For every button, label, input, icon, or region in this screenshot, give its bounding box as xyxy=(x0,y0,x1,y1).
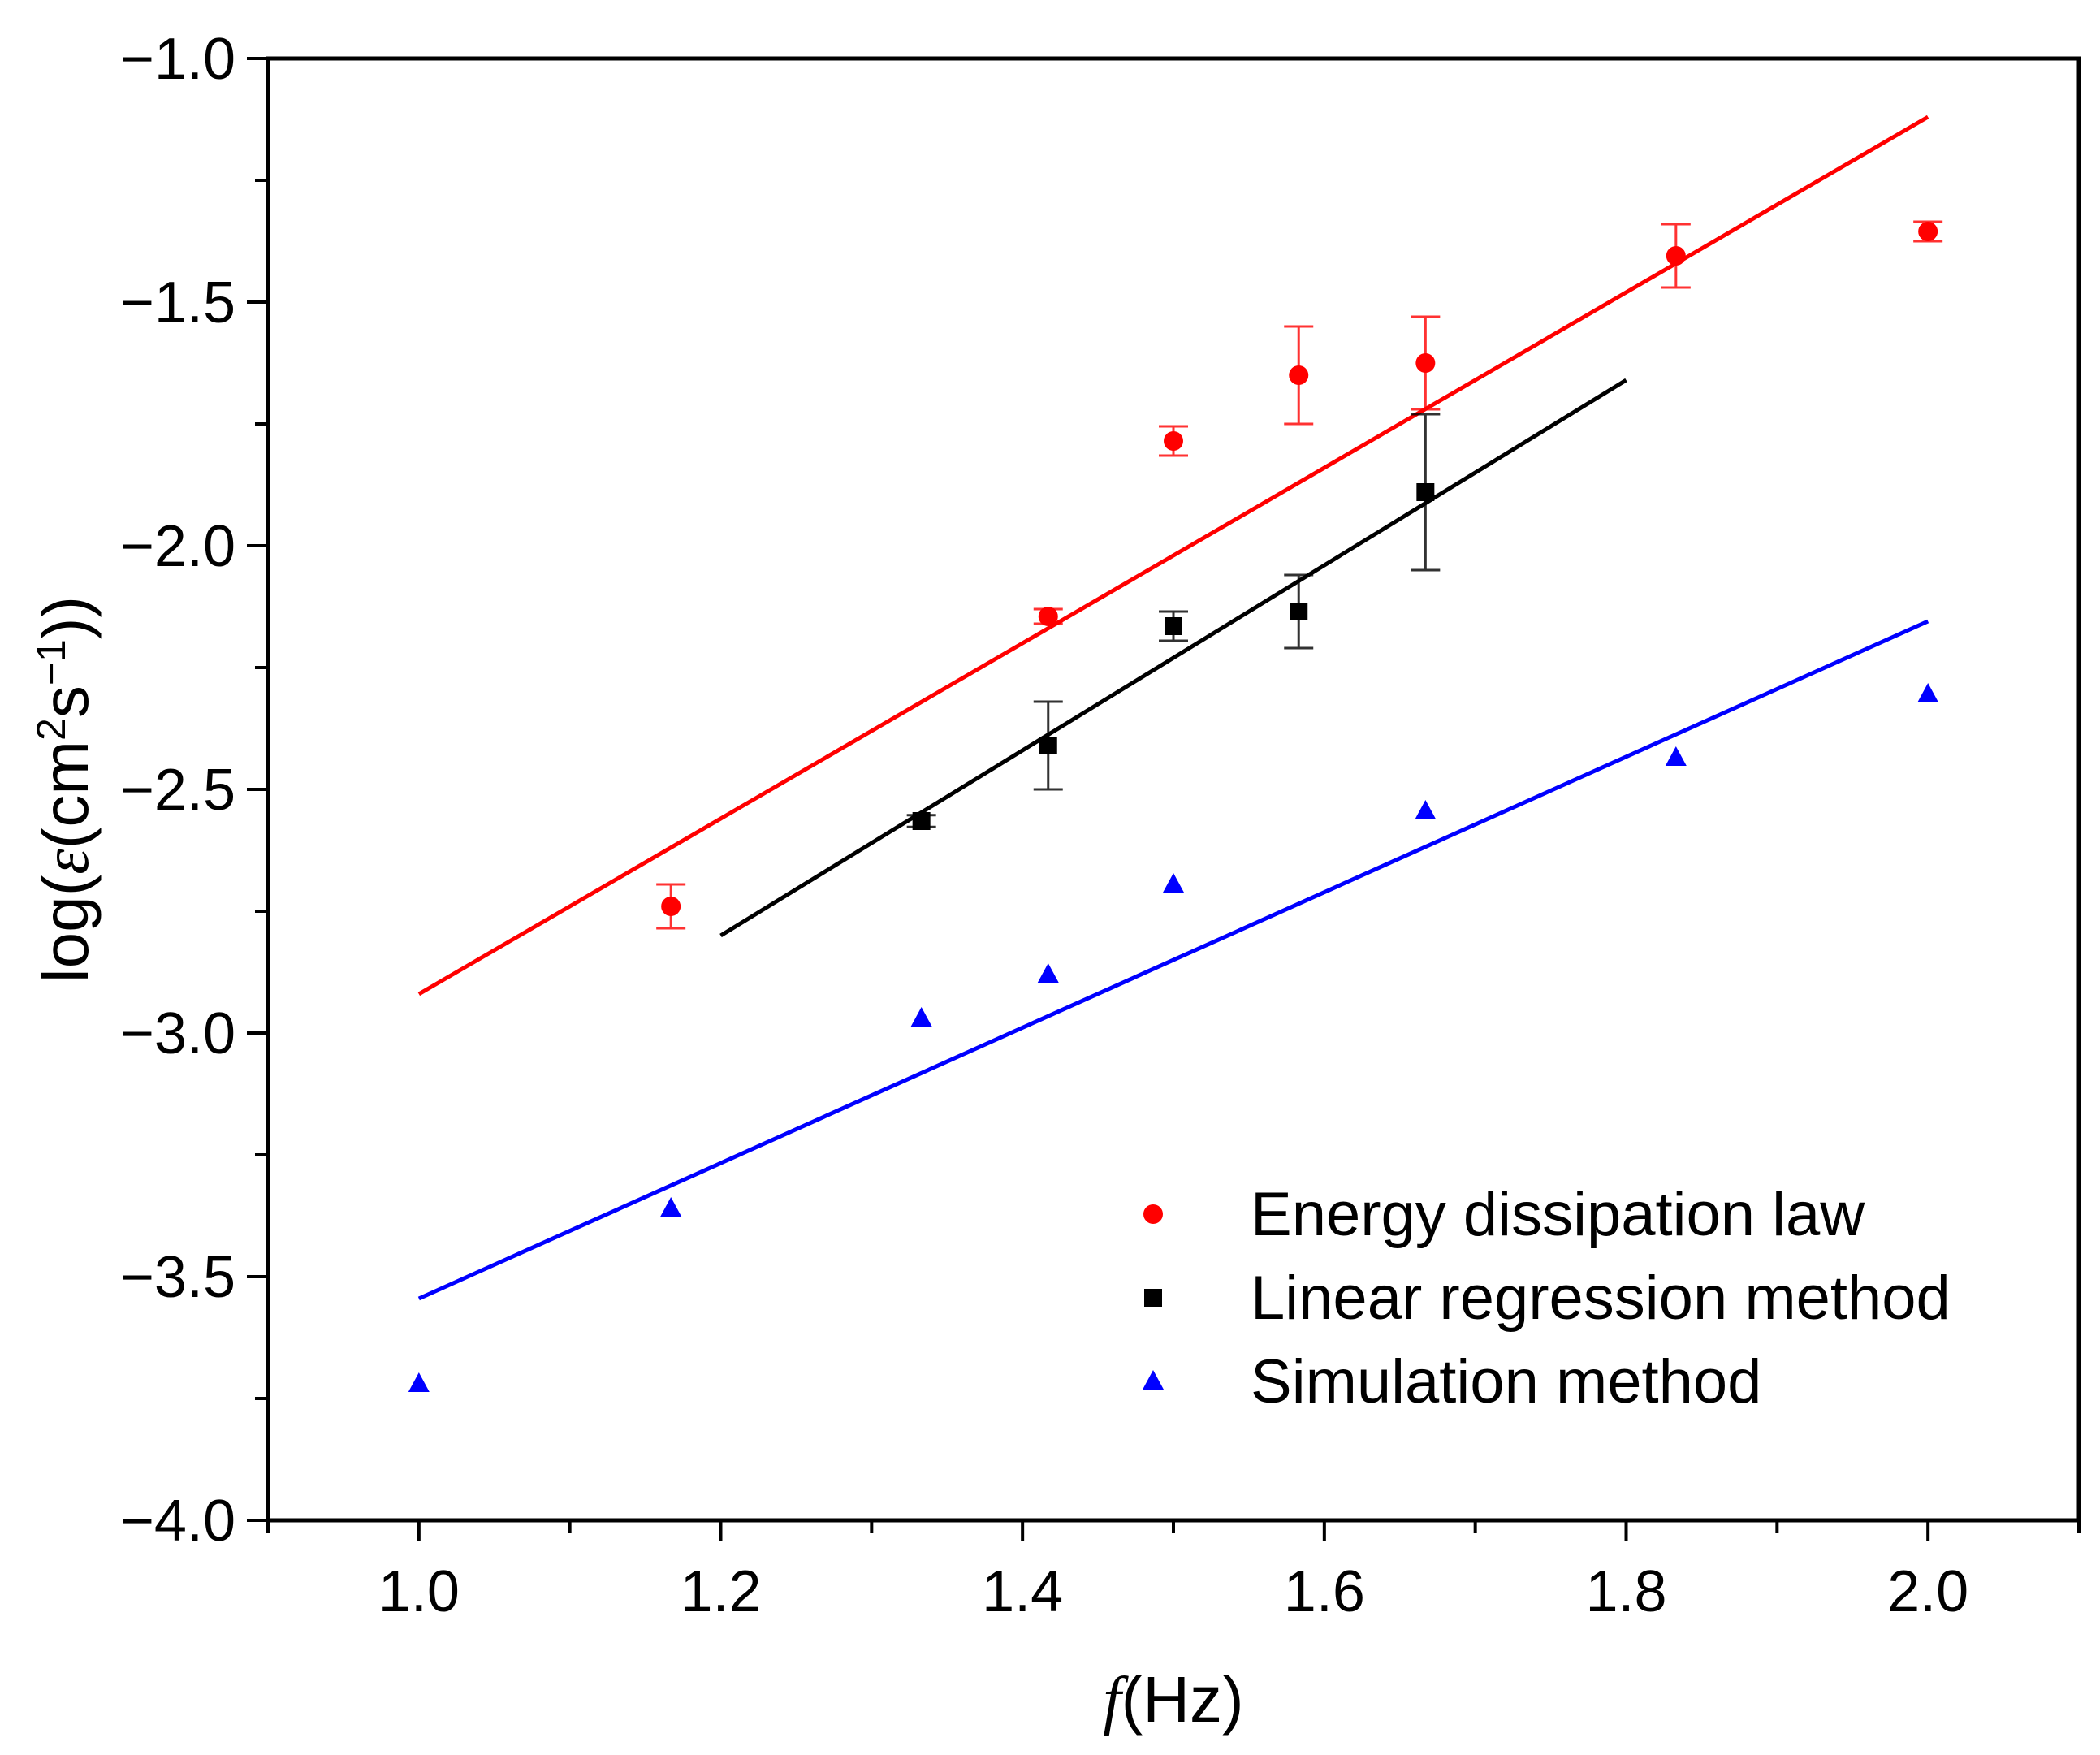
x-tick-label: 1.0 xyxy=(378,1559,460,1624)
data-point xyxy=(1163,873,1184,893)
y-axis-title: log(ε(cm2s−1)) xyxy=(28,596,102,983)
series-3 xyxy=(408,619,1939,1392)
y-axis: −1.0 −1.5 −2.0 −2.5 −3.0 −3.5 −4.0 xyxy=(120,27,268,1554)
y-tick-label: −1.0 xyxy=(120,27,235,92)
data-point xyxy=(1289,365,1309,385)
legend-label: Linear regression method xyxy=(1251,1264,1951,1333)
data-point xyxy=(661,897,681,916)
x-tick-label: 1.2 xyxy=(680,1559,761,1624)
data-point xyxy=(912,812,931,830)
legend-label: Simulation method xyxy=(1251,1347,1761,1416)
data-point xyxy=(1666,246,1686,266)
legend-item: Energy dissipation law xyxy=(1143,1180,1865,1249)
data-point xyxy=(910,1007,932,1027)
data-point xyxy=(1039,737,1057,754)
data-point xyxy=(1918,222,1938,241)
data-point xyxy=(1037,963,1059,983)
x-tick-label: 1.6 xyxy=(1284,1559,1365,1624)
data-point xyxy=(1290,603,1308,620)
plot-area xyxy=(408,115,1943,1392)
y-axis-variable: ε xyxy=(31,849,102,875)
x-tick-label: 1.4 xyxy=(982,1559,1063,1624)
data-point xyxy=(1415,800,1437,819)
x-axis-title: f(Hz) xyxy=(1103,1663,1243,1736)
legend-item: Linear regression method xyxy=(1144,1264,1951,1333)
y-tick-label: −3.5 xyxy=(120,1245,235,1310)
fit-line xyxy=(417,115,1929,996)
y-axis-unit-open: (cm xyxy=(29,741,102,849)
legend: Energy dissipation law Linear regression … xyxy=(1143,1180,1951,1416)
legend-label: Energy dissipation law xyxy=(1251,1180,1865,1249)
y-axis-unit-mid: s xyxy=(29,685,102,718)
data-point xyxy=(1164,431,1183,451)
legend-marker xyxy=(1143,1204,1163,1224)
data-point xyxy=(1415,353,1436,373)
series-1 xyxy=(417,115,1943,996)
x-tick-label: 2.0 xyxy=(1887,1559,1968,1624)
legend-marker xyxy=(1144,1289,1162,1307)
y-tick-label: −1.5 xyxy=(120,270,235,335)
data-point xyxy=(1038,607,1058,626)
data-point xyxy=(408,1372,430,1392)
series-2 xyxy=(719,378,1627,938)
data-point xyxy=(1416,483,1435,501)
x-tick-label: 1.8 xyxy=(1585,1559,1666,1624)
y-axis-close: )) xyxy=(29,596,102,639)
y-tick-label: −2.5 xyxy=(120,758,235,823)
data-point xyxy=(1665,746,1687,766)
y-tick-label: −2.0 xyxy=(120,514,235,579)
y-axis-prefix: log( xyxy=(29,874,102,983)
y-tick-label: −4.0 xyxy=(120,1489,235,1554)
y-axis-exponent-2: −1 xyxy=(28,639,74,685)
y-axis-exponent-1: 2 xyxy=(28,718,74,741)
y-tick-label: −3.0 xyxy=(120,1001,235,1066)
data-point xyxy=(660,1197,682,1217)
x-axis-unit: (Hz) xyxy=(1121,1663,1244,1736)
data-point xyxy=(1165,617,1182,635)
legend-marker xyxy=(1143,1370,1164,1390)
fit-line xyxy=(417,619,1929,1301)
fit-line xyxy=(719,378,1627,938)
data-point xyxy=(1917,683,1939,702)
legend-item: Simulation method xyxy=(1143,1347,1761,1416)
x-axis: 1.0 1.2 1.4 1.6 1.8 2.0 xyxy=(266,1520,2081,1624)
